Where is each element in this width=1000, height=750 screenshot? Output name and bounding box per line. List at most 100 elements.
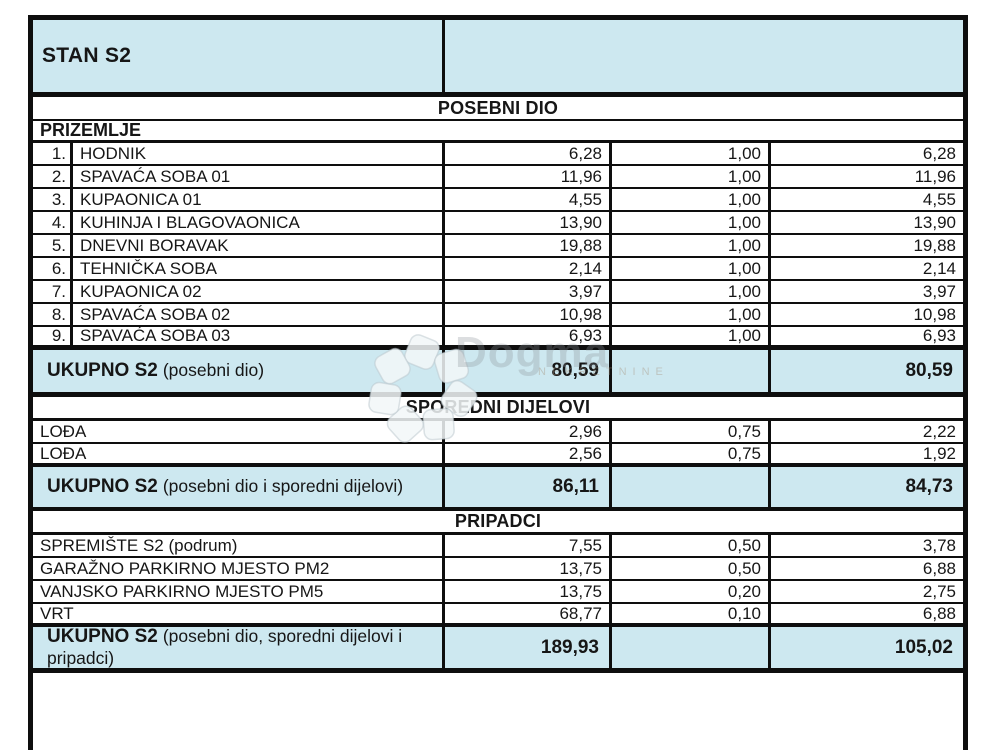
area-value: 68,77 — [445, 604, 612, 623]
row-number: 1. — [33, 143, 73, 164]
table-row: 8. SPAVAĆA SOBA 02 10,98 1,00 10,98 — [33, 304, 963, 327]
area-value: 2,96 — [445, 421, 612, 442]
table-row: 9. SPAVAĆA SOBA 03 6,93 1,00 6,93 — [33, 327, 963, 350]
reduced-area-value: 3,97 — [922, 281, 956, 301]
total-label: UKUPNO S2 (posebni dio, sporedni dijelovi… — [47, 627, 403, 668]
area-value: 6,28 — [445, 143, 612, 164]
table-row: GARAŽNO PARKIRNO MJESTO PM2 13,75 0,50 6… — [33, 558, 963, 581]
total-area-value: 189,93 — [445, 627, 612, 668]
section-header-label: SPOREDNI DIJELOVI — [405, 397, 591, 417]
reduced-area-value: 2,14 — [922, 258, 956, 278]
table-row: 6. TEHNIČKA SOBA 2,14 1,00 2,14 — [33, 258, 963, 281]
area-value: 4,55 — [445, 189, 612, 210]
area-value: 7,55 — [445, 535, 612, 556]
room-name: HODNIK — [73, 143, 445, 164]
table-row: VANJSKO PARKIRNO MJESTO PM5 13,75 0,20 2… — [33, 581, 963, 604]
reduced-area-value: 11,96 — [914, 166, 956, 186]
row-number: 5. — [33, 235, 73, 256]
room-name: KUPAONICA 01 — [73, 189, 445, 210]
table-row: VRT 68,77 0,10 6,88 — [33, 604, 963, 627]
room-name: TEHNIČKA SOBA — [73, 258, 445, 279]
total-area-value: 86,11 — [445, 467, 612, 507]
room-name: LOĐA — [33, 444, 445, 463]
reduced-area-value: 3,78 — [922, 535, 956, 555]
floor-row: PRIZEMLJE — [33, 121, 963, 143]
floor-label: PRIZEMLJE — [40, 121, 142, 140]
row-number: 2. — [33, 166, 73, 187]
room-name: SPAVAĆA SOBA 03 — [73, 327, 445, 345]
table-row: LOĐA 2,56 0,75 1,92 — [33, 444, 963, 467]
room-name: KUPAONICA 02 — [73, 281, 445, 302]
reduced-area-value: 10,98 — [913, 304, 956, 324]
room-name: SPAVAĆA SOBA 02 — [73, 304, 445, 325]
total-label: UKUPNO S2 (posebni dio) — [47, 360, 265, 382]
coefficient-value: 1,00 — [612, 281, 771, 302]
row-number: 3. — [33, 189, 73, 210]
total-reduced-value: 105,02 — [894, 636, 953, 658]
total-label: UKUPNO S2 (posebni dio i sporedni dijelov… — [47, 476, 404, 498]
area-value: 11,96 — [445, 166, 612, 187]
total-row-posebni-dio: UKUPNO S2 (posebni dio) 80,59 80,59 — [33, 350, 963, 397]
coefficient-value: 0,10 — [612, 604, 771, 623]
total-label-cell: UKUPNO S2 (posebni dio i sporedni dijelov… — [33, 467, 445, 507]
total-row-sporedni: UKUPNO S2 (posebni dio i sporedni dijelov… — [33, 467, 963, 511]
area-value: 13,75 — [445, 581, 612, 602]
row-number: 8. — [33, 304, 73, 325]
reduced-area-value: 4,55 — [922, 189, 956, 209]
reduced-area-value: 6,88 — [922, 604, 956, 623]
section-header-label: PRIPADCI — [454, 511, 542, 531]
total-label-cell: UKUPNO S2 (posebni dio) — [33, 350, 445, 392]
row-number: 6. — [33, 258, 73, 279]
partial-row — [33, 673, 963, 687]
reduced-area-value: 13,90 — [913, 212, 956, 232]
room-name: LOĐA — [33, 421, 445, 442]
area-value: 13,75 — [445, 558, 612, 579]
section-header-posebni-dio: POSEBNI DIO — [33, 97, 963, 121]
empty-cell — [612, 627, 771, 668]
table-row: 5. DNEVNI BORAVAK 19,88 1,00 19,88 — [33, 235, 963, 258]
room-name: DNEVNI BORAVAK — [73, 235, 445, 256]
empty-cell — [612, 350, 771, 392]
area-value: 13,90 — [445, 212, 612, 233]
section-header-sporedni: SPOREDNI DIJELOVI — [33, 397, 963, 421]
apartment-spec-table: STAN S2 POSEBNI DIO PRIZEMLJE 1. HODNIK … — [28, 15, 968, 750]
area-value: 2,14 — [445, 258, 612, 279]
total-label-cell: UKUPNO S2 (posebni dio, sporedni dijelovi… — [33, 627, 445, 668]
total-reduced-value: 80,59 — [905, 360, 953, 381]
area-value: 3,97 — [445, 281, 612, 302]
total-area-value: 80,59 — [445, 350, 612, 392]
table-row: LOĐA 2,96 0,75 2,22 — [33, 421, 963, 444]
row-number: 9. — [33, 327, 73, 345]
table-row: 7. KUPAONICA 02 3,97 1,00 3,97 — [33, 281, 963, 304]
coefficient-value: 1,00 — [612, 258, 771, 279]
reduced-area-value: 2,22 — [922, 421, 956, 441]
apartment-title: STAN S2 — [33, 20, 445, 92]
coefficient-value: 1,00 — [612, 235, 771, 256]
coefficient-value: 1,00 — [612, 189, 771, 210]
area-value: 19,88 — [445, 235, 612, 256]
reduced-area-value: 6,28 — [922, 143, 956, 163]
table-row: SPREMIŠTE S2 (podrum) 7,55 0,50 3,78 — [33, 535, 963, 558]
table-row: 4. KUHINJA I BLAGOVAONICA 13,90 1,00 13,… — [33, 212, 963, 235]
coefficient-value: 0,50 — [612, 535, 771, 556]
title-row: STAN S2 — [33, 20, 963, 97]
title-row-empty-cell — [445, 20, 963, 92]
total-row-grand: UKUPNO S2 (posebni dio, sporedni dijelovi… — [33, 627, 963, 673]
reduced-area-value: 1,92 — [922, 444, 956, 463]
empty-cell — [33, 673, 963, 687]
reduced-area-value: 2,75 — [922, 581, 956, 601]
row-number: 7. — [33, 281, 73, 302]
section-header-label: POSEBNI DIO — [437, 97, 559, 118]
room-name: SPAVAĆA SOBA 01 — [73, 166, 445, 187]
table-row: 2. SPAVAĆA SOBA 01 11,96 1,00 11,96 — [33, 166, 963, 189]
empty-cell — [612, 467, 771, 507]
room-name: SPREMIŠTE S2 (podrum) — [33, 535, 445, 556]
room-name: GARAŽNO PARKIRNO MJESTO PM2 — [33, 558, 445, 579]
reduced-area-value: 6,88 — [922, 558, 956, 578]
coefficient-value: 0,75 — [612, 421, 771, 442]
reduced-area-value: 6,93 — [922, 327, 956, 345]
room-name: VRT — [33, 604, 445, 623]
area-value: 6,93 — [445, 327, 612, 345]
reduced-area-value: 19,88 — [913, 235, 956, 255]
